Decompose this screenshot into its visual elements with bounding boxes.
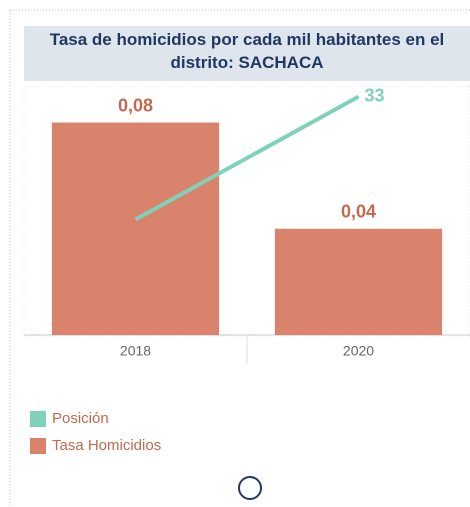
- value-label: 33: [365, 85, 385, 105]
- bar: [51, 122, 220, 335]
- value-label: 0,04: [341, 202, 376, 222]
- value-label: 0,08: [118, 95, 153, 115]
- legend-label: Posición: [52, 410, 109, 427]
- legend-swatch: [30, 438, 46, 454]
- status-icon: [238, 476, 262, 500]
- legend-swatch: [30, 411, 46, 427]
- bar: [274, 228, 443, 335]
- legend-label: Tasa Homicidios: [52, 437, 161, 454]
- title-bg: [24, 26, 470, 81]
- line: [134, 94, 360, 222]
- chart-title: Tasa de homicidios por cada mil habitant…: [50, 30, 445, 72]
- x-tick-label: 2020: [343, 343, 374, 359]
- x-tick-label: 2018: [120, 343, 151, 359]
